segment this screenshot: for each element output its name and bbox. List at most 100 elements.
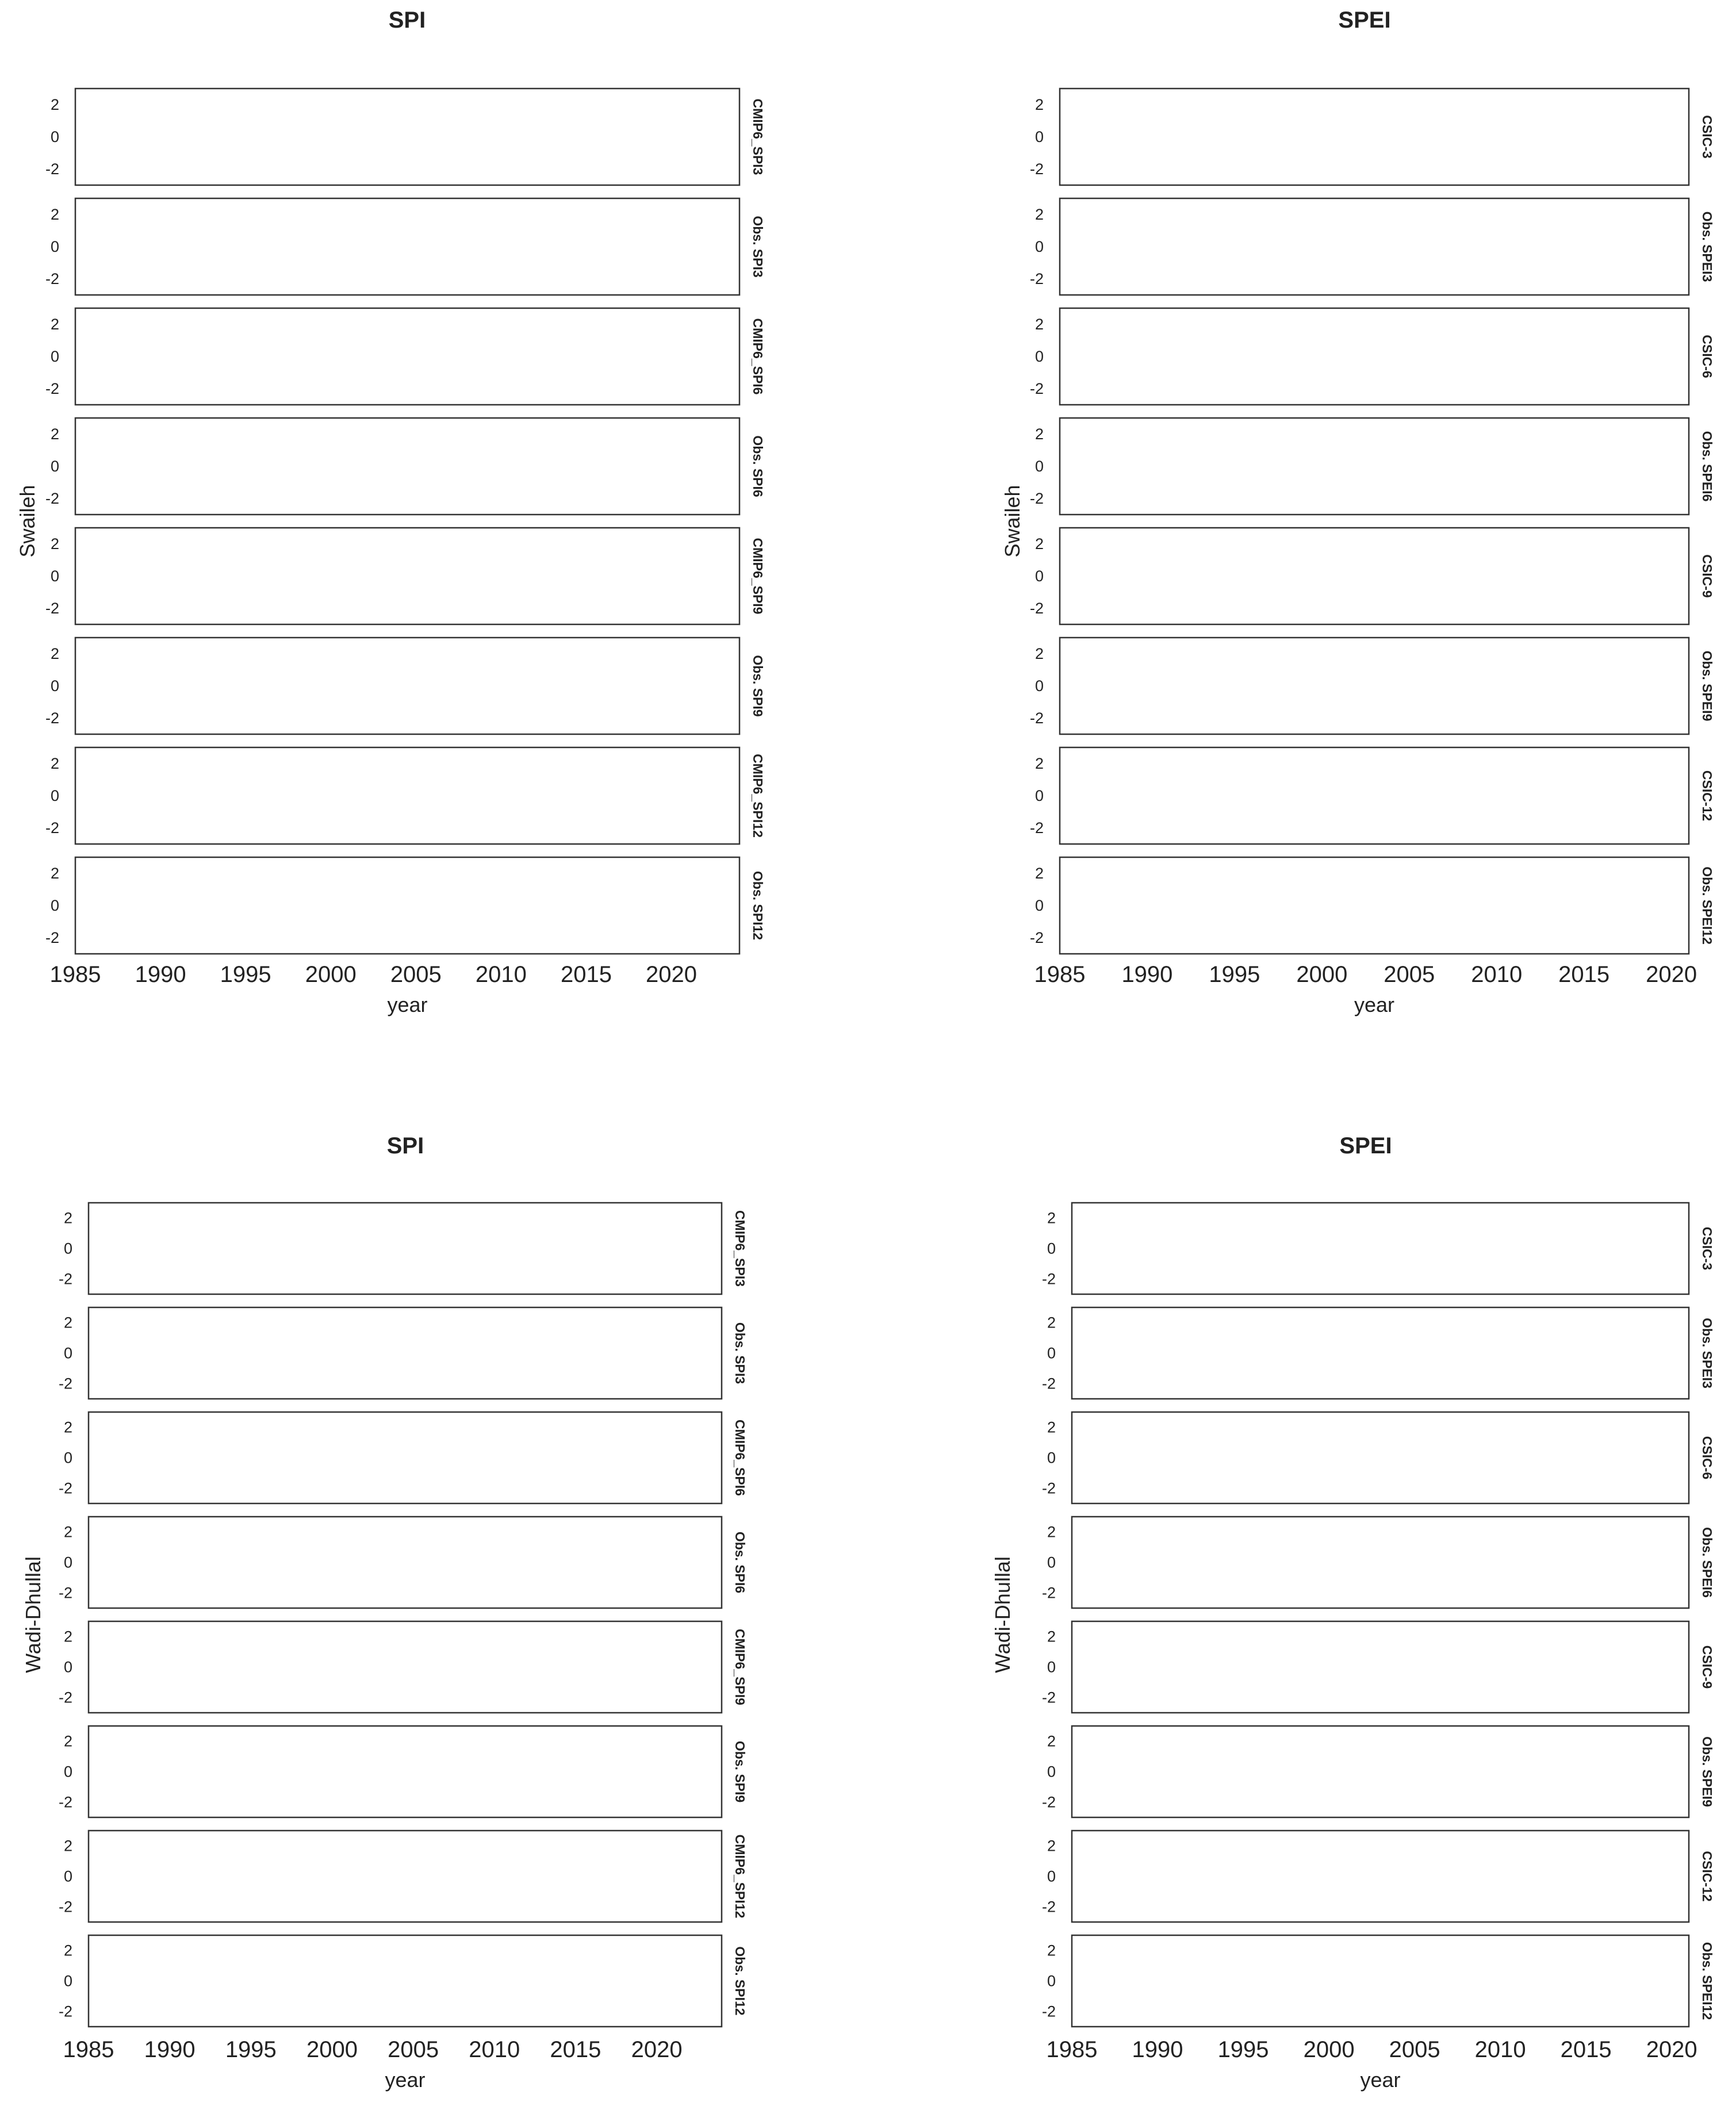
y-tick-label: 2 bbox=[64, 1524, 72, 1541]
y-tick-label: 0 bbox=[1047, 1240, 1056, 1257]
strip-label: Obs. SPI9 bbox=[750, 655, 765, 716]
x-tick-label: 2010 bbox=[1471, 962, 1522, 987]
y-axis-label: Wadi-Dhullal bbox=[21, 1556, 45, 1673]
strip-label: Obs. SPEI3 bbox=[1700, 1318, 1715, 1388]
panel-frame bbox=[87, 1516, 723, 1609]
y-tick-label: -2 bbox=[45, 490, 59, 507]
panel-frame bbox=[1059, 417, 1690, 516]
y-tick-label: -2 bbox=[45, 600, 59, 617]
y-tick-label: 0 bbox=[64, 1763, 72, 1781]
panel-obs-spi12: 2 0 -2 Obs. SPI12 bbox=[59, 1934, 748, 2028]
y-tick-label: -2 bbox=[59, 1898, 72, 1916]
panel-frame bbox=[1059, 746, 1690, 845]
x-tick-label: 2010 bbox=[1475, 2037, 1526, 2062]
y-tick-label: 0 bbox=[1035, 567, 1044, 585]
y-tick-label: 2 bbox=[1035, 535, 1044, 553]
y-tick-label: 0 bbox=[1035, 458, 1044, 475]
panel-frame bbox=[1059, 87, 1690, 186]
y-tick-label: 0 bbox=[51, 458, 59, 475]
x-tick-label: 2020 bbox=[1646, 962, 1697, 987]
y-tick-label: 0 bbox=[64, 1659, 72, 1676]
strip-label: CSIC-9 bbox=[1700, 1645, 1715, 1689]
chart-title: SPI bbox=[387, 1133, 424, 1159]
strip-label: Obs. SPI3 bbox=[733, 1322, 748, 1384]
panel-obs-spi6: 2 0 -2 Obs. SPI6 bbox=[59, 1516, 748, 1609]
y-tick-label: 2 bbox=[51, 206, 59, 223]
strip-label: CMIP6_SPI6 bbox=[750, 319, 765, 395]
y-tick-label: 0 bbox=[51, 897, 59, 914]
strip-label: Obs. SPEI12 bbox=[1700, 866, 1715, 945]
x-tick-label: 1990 bbox=[1121, 962, 1172, 987]
panel-obs-spi3: 2 0 -2 Obs. SPI3 bbox=[59, 1306, 748, 1400]
panel-obs-spei3: 2 0 -2 Obs. SPEI3 bbox=[1042, 1306, 1715, 1400]
panel-frame bbox=[74, 307, 741, 406]
y-tick-label: 2 bbox=[1047, 1628, 1056, 1645]
x-tick-label: 2020 bbox=[646, 962, 697, 987]
chart-title: SPEI bbox=[1339, 1133, 1392, 1159]
strip-label: Obs. SPEI6 bbox=[1700, 431, 1715, 502]
strip-label: CSIC-3 bbox=[1700, 1227, 1715, 1270]
panel-frame bbox=[74, 636, 741, 735]
y-axis-label: Wadi-Dhullal bbox=[991, 1556, 1014, 1673]
strip-label: CMIP6_SPI3 bbox=[733, 1210, 748, 1287]
y-tick-label: 0 bbox=[1035, 787, 1044, 804]
x-axis-label: year bbox=[1354, 993, 1394, 1016]
panel-frame bbox=[87, 1829, 723, 1923]
y-tick-label: -2 bbox=[1042, 1689, 1056, 1706]
y-tick-label: -2 bbox=[45, 160, 59, 178]
panel-obs-spei6: 2 0 -2 Obs. SPEI6 bbox=[1042, 1516, 1715, 1609]
y-tick-label: -2 bbox=[1042, 1480, 1056, 1497]
strip-label: CSIC-6 bbox=[1700, 1436, 1715, 1479]
panel-csic-6: 2 0 -2 CSIC-6 bbox=[1030, 307, 1715, 406]
panel-frame bbox=[1059, 527, 1690, 626]
strip-label: CMIP6_SPI9 bbox=[733, 1629, 748, 1705]
y-tick-label: 2 bbox=[51, 535, 59, 553]
y-tick-label: 0 bbox=[51, 677, 59, 695]
y-tick-label: 2 bbox=[1047, 1942, 1056, 1959]
chart-title: SPI bbox=[389, 7, 426, 33]
panel-frame bbox=[87, 1202, 723, 1295]
panel-frame bbox=[1071, 1411, 1690, 1505]
y-tick-label: -2 bbox=[59, 2003, 72, 2020]
y-tick-label: -2 bbox=[59, 1375, 72, 1393]
strip-label: CSIC-3 bbox=[1700, 115, 1715, 158]
y-tick-label: -2 bbox=[45, 819, 59, 837]
panel-obs-spi9: 2 0 -2 Obs. SPI9 bbox=[59, 1725, 748, 1819]
panel-frame bbox=[1071, 1934, 1690, 2028]
strip-label: CMIP6_SPI12 bbox=[750, 754, 765, 838]
x-tick-label: 1995 bbox=[225, 2037, 277, 2062]
panel-frame bbox=[1071, 1202, 1690, 1295]
panel-csic-9: 2 0 -2 CSIC-9 bbox=[1042, 1620, 1715, 1714]
panel-frame bbox=[1071, 1725, 1690, 1819]
panel-frame bbox=[1059, 636, 1690, 735]
x-tick-label: 2005 bbox=[1389, 2037, 1440, 2062]
strip-label: Obs. SPEI9 bbox=[1700, 651, 1715, 722]
panel-cmip6-spi9: 2 0 -2 CMIP6_SPI9 bbox=[59, 1620, 748, 1714]
panel-frame bbox=[87, 1725, 723, 1819]
y-tick-label: -2 bbox=[1042, 1794, 1056, 1811]
strip-label: Obs. SPEI9 bbox=[1700, 1736, 1715, 1807]
y-axis-label: Swaileh bbox=[16, 485, 39, 557]
y-tick-label: -2 bbox=[59, 1271, 72, 1288]
y-tick-label: 2 bbox=[1035, 425, 1044, 443]
strip-label: CSIC-12 bbox=[1700, 770, 1715, 821]
x-tick-label: 2005 bbox=[388, 2037, 439, 2062]
x-tick-label: 1990 bbox=[1132, 2037, 1183, 2062]
y-tick-label: 2 bbox=[51, 755, 59, 772]
y-tick-label: 2 bbox=[1035, 96, 1044, 113]
y-tick-label: 2 bbox=[1035, 755, 1044, 772]
y-tick-label: 2 bbox=[51, 96, 59, 113]
strip-label: CSIC-9 bbox=[1700, 554, 1715, 597]
panel-cmip6-spi12: 2 0 -2 CMIP6_SPI12 bbox=[59, 1829, 748, 1923]
y-tick-label: -2 bbox=[45, 929, 59, 946]
panel-cmip6-spi12: 2 0 -2 CMIP6_SPI12 bbox=[45, 746, 765, 845]
panel-csic-3: 2 0 -2 CSIC-3 bbox=[1030, 87, 1715, 186]
panel-frame bbox=[87, 1620, 723, 1714]
panel-frame bbox=[87, 1306, 723, 1400]
panel-obs-spi12: 2 0 -2 Obs. SPI12 bbox=[45, 856, 765, 955]
panel-csic-6: 2 0 -2 CSIC-6 bbox=[1042, 1411, 1715, 1505]
strip-label: CMIP6_SPI6 bbox=[733, 1420, 748, 1496]
